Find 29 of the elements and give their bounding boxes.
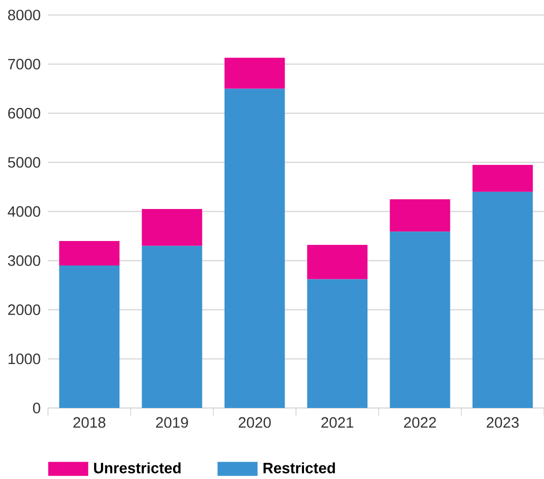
x-tick-label: 2021 (321, 417, 354, 428)
bar (307, 279, 368, 408)
legend-label: Restricted (264, 462, 335, 474)
bar (307, 244, 368, 280)
legend-label: Unrestricted (94, 462, 181, 474)
bar (224, 88, 285, 408)
bar (59, 240, 120, 266)
y-tick-label: 4000 (8, 206, 40, 217)
bar (390, 199, 450, 232)
y-tick-label: 1000 (8, 354, 40, 364)
bar (59, 266, 120, 408)
y-tick-label: 2000 (8, 304, 40, 316)
x-tick-label: 2018 (73, 417, 106, 428)
bar (142, 209, 202, 246)
x-tick-label: 2019 (156, 417, 188, 428)
x-tick-label: 2022 (404, 417, 436, 428)
bar (224, 58, 285, 89)
y-tick-label: 8000 (8, 10, 40, 20)
x-tick-label: 2023 (486, 417, 519, 428)
bar (142, 246, 202, 408)
x-tick-label: 2020 (238, 417, 271, 428)
y-tick-label: 6000 (8, 108, 40, 119)
y-tick-label: 7000 (8, 58, 40, 70)
bar (390, 232, 450, 408)
y-tick-label: 3000 (8, 255, 40, 266)
y-tick-label: 0 (33, 402, 40, 414)
bar (472, 192, 533, 408)
y-tick-label: 5000 (8, 157, 40, 168)
bar (472, 164, 533, 192)
